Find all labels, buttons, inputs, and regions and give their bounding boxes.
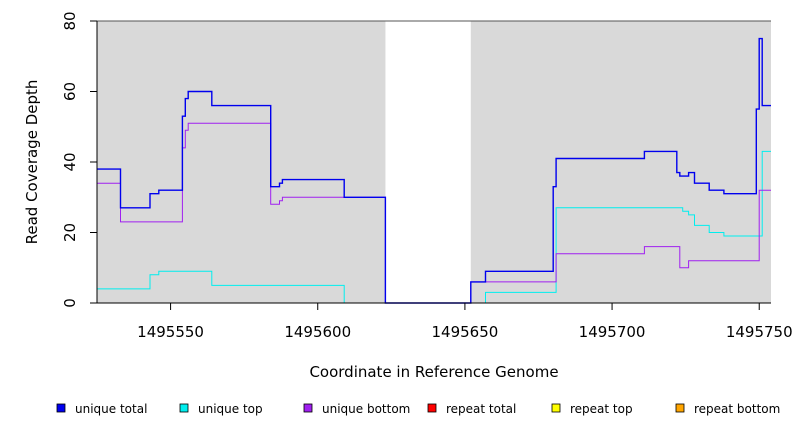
legend-swatch-repeat-bottom: [675, 403, 685, 413]
x-tick-label: 1495600: [284, 323, 351, 341]
y-axis-title: Read Coverage Depth: [23, 80, 41, 245]
x-axis-ticks: 1495550 1495600 1495650 1495700 1495750: [137, 303, 792, 341]
legend-swatch-unique-total: [56, 403, 66, 413]
legend-swatch-repeat-top: [551, 403, 561, 413]
x-tick-label: 1495750: [726, 323, 792, 341]
shaded-region-2: [470, 21, 771, 303]
legend-swatch-repeat-total: [427, 403, 437, 413]
y-axis-ticks: 0 20 40 60 80: [61, 11, 97, 308]
legend-swatch-unique-bottom: [303, 403, 313, 413]
legend-label-unique-bottom: unique bottom: [322, 402, 410, 416]
legend-label-repeat-bottom: repeat bottom: [694, 402, 780, 416]
shaded-regions: [97, 21, 771, 303]
y-tick-label: 20: [61, 223, 79, 242]
legend-label-unique-total: unique total: [75, 402, 147, 416]
legend-label-unique-top: unique top: [198, 402, 263, 416]
x-tick-label: 1495550: [137, 323, 204, 341]
shaded-region-1: [97, 21, 386, 303]
legend-label-repeat-total: repeat total: [446, 402, 516, 416]
legend-swatch-unique-top: [179, 403, 189, 413]
y-tick-label: 80: [61, 11, 79, 30]
x-tick-label: 1495700: [579, 323, 646, 341]
legend-label-repeat-top: repeat top: [570, 402, 633, 416]
series-line-unique-top: [97, 150, 771, 304]
y-tick-label: 0: [61, 298, 79, 308]
y-tick-label: 60: [61, 82, 79, 101]
x-tick-label: 1495650: [431, 323, 498, 341]
y-tick-label: 40: [61, 152, 79, 171]
series-line-unique-total: [97, 37, 771, 304]
x-axis-title: Coordinate in Reference Genome: [309, 363, 558, 381]
legend: unique total unique top unique bottom repea…: [56, 402, 780, 416]
